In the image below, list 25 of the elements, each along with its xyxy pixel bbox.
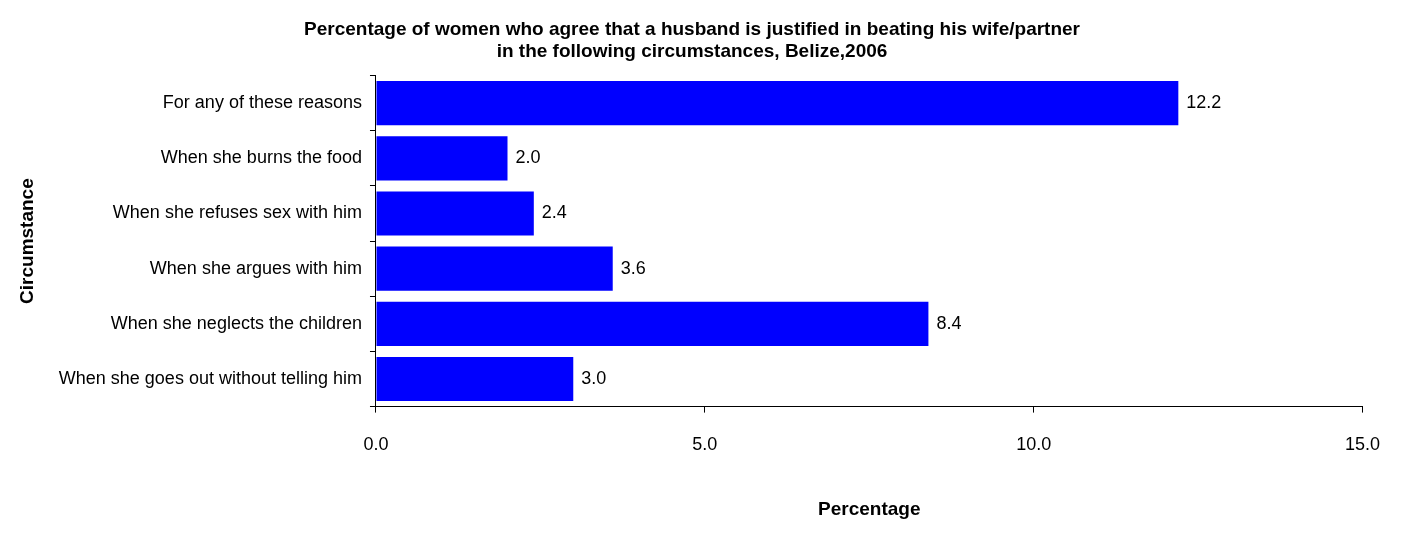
- bar: [376, 246, 613, 291]
- x-tick-label: 10.0: [1016, 434, 1052, 455]
- data-label: 12.2: [1186, 92, 1222, 113]
- data-label: 2.0: [515, 147, 541, 168]
- bar: [376, 356, 574, 402]
- bar: [376, 301, 929, 346]
- data-label: 3.6: [620, 257, 646, 278]
- x-tick-label: 0.0: [363, 434, 389, 455]
- bar: [376, 81, 1179, 126]
- bar: [376, 191, 534, 236]
- data-label: 8.4: [936, 312, 962, 333]
- y-tick-label: When she neglects the children: [110, 312, 362, 333]
- y-tick-label: When she burns the food: [160, 147, 362, 168]
- y-tick-label: When she goes out without telling him: [58, 367, 362, 388]
- y-tick-label: For any of these reasons: [162, 92, 362, 113]
- chart-title: Percentage of women who agree that a husband is justified in beating his wife/partner in the following circumstances, Belize,2006: [304, 17, 1081, 62]
- x-axis-title: Percentage: [818, 497, 921, 519]
- y-tick-label: When she refuses sex with him: [112, 202, 362, 223]
- y-tick-label: When she argues with him: [149, 257, 362, 278]
- x-tick-label: 5.0: [692, 434, 718, 455]
- bar: [376, 136, 508, 181]
- y-axis-title: Circumstance: [15, 178, 37, 304]
- data-label: 2.4: [541, 202, 567, 223]
- x-tick-label: 15.0: [1344, 434, 1381, 455]
- data-label: 3.0: [581, 367, 607, 388]
